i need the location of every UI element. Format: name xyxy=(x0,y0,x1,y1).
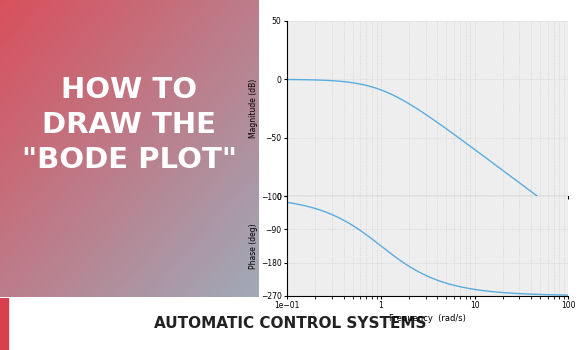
Y-axis label: Magnitude (dB): Magnitude (dB) xyxy=(249,79,258,138)
Text: AUTOMATIC CONTROL SYSTEMS: AUTOMATIC CONTROL SYSTEMS xyxy=(154,316,426,331)
Bar xyxy=(0,298,8,350)
X-axis label: Frequency  (rad/s): Frequency (rad/s) xyxy=(389,314,466,323)
Text: HOW TO
DRAW THE
"BODE PLOT": HOW TO DRAW THE "BODE PLOT" xyxy=(21,76,237,174)
Y-axis label: Phase (deg): Phase (deg) xyxy=(249,223,258,269)
